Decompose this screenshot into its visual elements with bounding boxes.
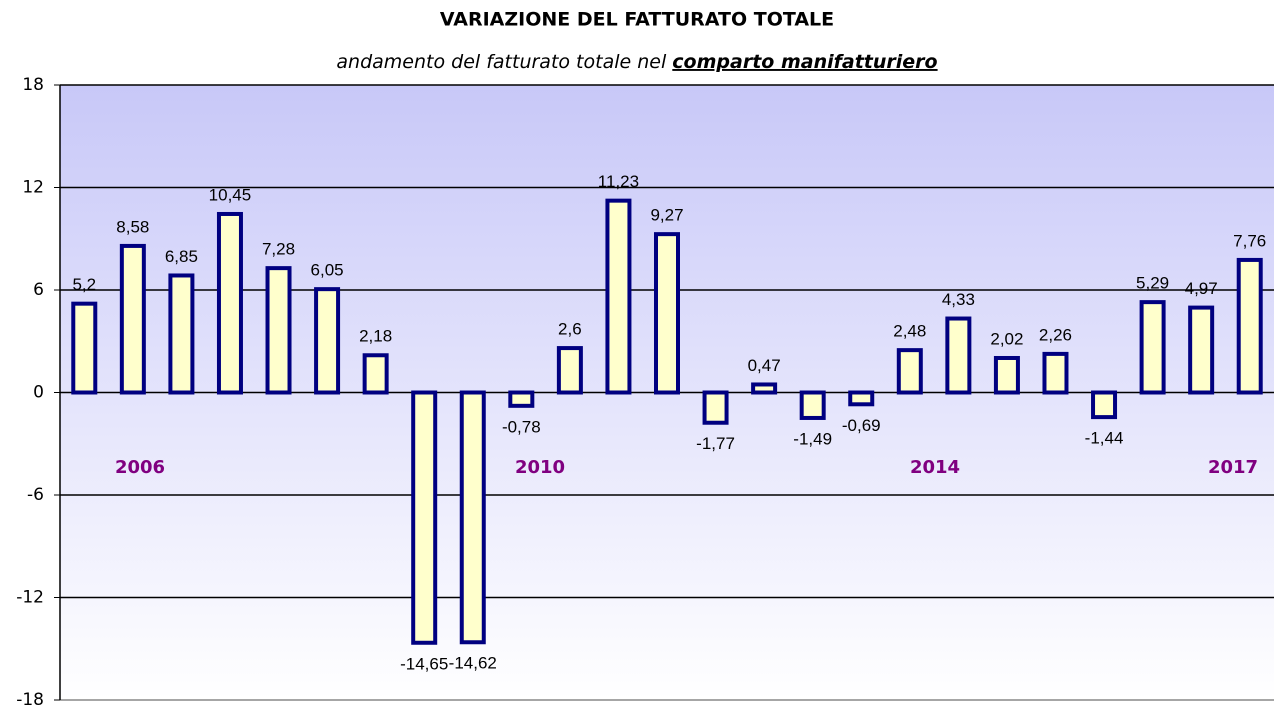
year-annotation: 2010 bbox=[515, 457, 565, 478]
data-label: 2,48 bbox=[893, 322, 926, 341]
bar bbox=[654, 232, 680, 395]
bar bbox=[751, 382, 778, 395]
year-annotation: 2006 bbox=[115, 457, 165, 478]
bar bbox=[459, 390, 486, 645]
bar bbox=[848, 390, 875, 407]
data-label: 7,28 bbox=[262, 240, 295, 259]
bar bbox=[1091, 390, 1118, 420]
y-tick-label: 6 bbox=[33, 280, 44, 300]
data-label: 2,02 bbox=[990, 329, 1023, 348]
bar bbox=[216, 211, 243, 395]
bar bbox=[945, 316, 972, 395]
chart-title: VARIAZIONE DEL FATTURATO TOTALE bbox=[440, 9, 834, 31]
bar bbox=[605, 198, 632, 395]
bar bbox=[119, 243, 146, 395]
data-label: 7,76 bbox=[1233, 231, 1266, 250]
bar bbox=[1139, 300, 1166, 395]
y-tick-label: 12 bbox=[22, 178, 44, 198]
bar bbox=[993, 355, 1020, 395]
data-label: -14,62 bbox=[449, 654, 497, 673]
y-tick-label: 0 bbox=[33, 383, 44, 403]
bar bbox=[411, 390, 438, 645]
bar bbox=[799, 390, 826, 420]
y-tick-label: -6 bbox=[27, 485, 44, 505]
data-label: 2,18 bbox=[359, 327, 392, 346]
data-label: -0,69 bbox=[842, 416, 881, 435]
data-label: 11,23 bbox=[598, 172, 639, 191]
y-tick-label: -18 bbox=[16, 690, 44, 705]
bar bbox=[168, 273, 195, 395]
bar bbox=[1042, 351, 1069, 395]
data-label: 6,85 bbox=[165, 247, 198, 266]
year-annotation: 2014 bbox=[910, 457, 960, 478]
chart-subtitle: andamento del fatturato totale nel compa… bbox=[336, 51, 937, 73]
data-label: 4,33 bbox=[942, 290, 975, 309]
bar bbox=[362, 353, 389, 395]
data-label: 9,27 bbox=[650, 206, 683, 225]
data-label: -0,78 bbox=[502, 417, 541, 436]
data-label: -1,44 bbox=[1085, 429, 1124, 448]
subtitle-text: andamento del fatturato totale nel bbox=[336, 51, 672, 73]
bar bbox=[71, 301, 98, 395]
data-label: -14,65 bbox=[400, 654, 448, 673]
bar bbox=[265, 266, 292, 395]
data-label: 8,58 bbox=[116, 217, 149, 236]
data-label: 6,05 bbox=[311, 261, 344, 280]
bar bbox=[896, 348, 923, 395]
data-label: 5,2 bbox=[72, 275, 96, 294]
data-label: 2,26 bbox=[1039, 325, 1072, 344]
bar bbox=[702, 390, 729, 425]
bar bbox=[1188, 305, 1215, 395]
data-label: 0,47 bbox=[748, 356, 781, 375]
bar bbox=[556, 346, 583, 395]
year-annotation: 2017 bbox=[1208, 457, 1258, 478]
data-label: -1,49 bbox=[793, 429, 832, 448]
data-label: -1,77 bbox=[696, 434, 735, 453]
subtitle-emphasis: comparto manifatturiero bbox=[672, 51, 937, 73]
data-label: 2,6 bbox=[558, 320, 582, 339]
y-tick-label: 18 bbox=[22, 75, 44, 95]
y-tick-label: -12 bbox=[16, 588, 44, 608]
data-label: 10,45 bbox=[209, 185, 252, 204]
bar bbox=[1236, 257, 1263, 395]
bar bbox=[314, 287, 341, 395]
data-label: 4,97 bbox=[1185, 279, 1218, 298]
bar bbox=[508, 390, 535, 408]
data-label: 5,29 bbox=[1136, 274, 1169, 293]
